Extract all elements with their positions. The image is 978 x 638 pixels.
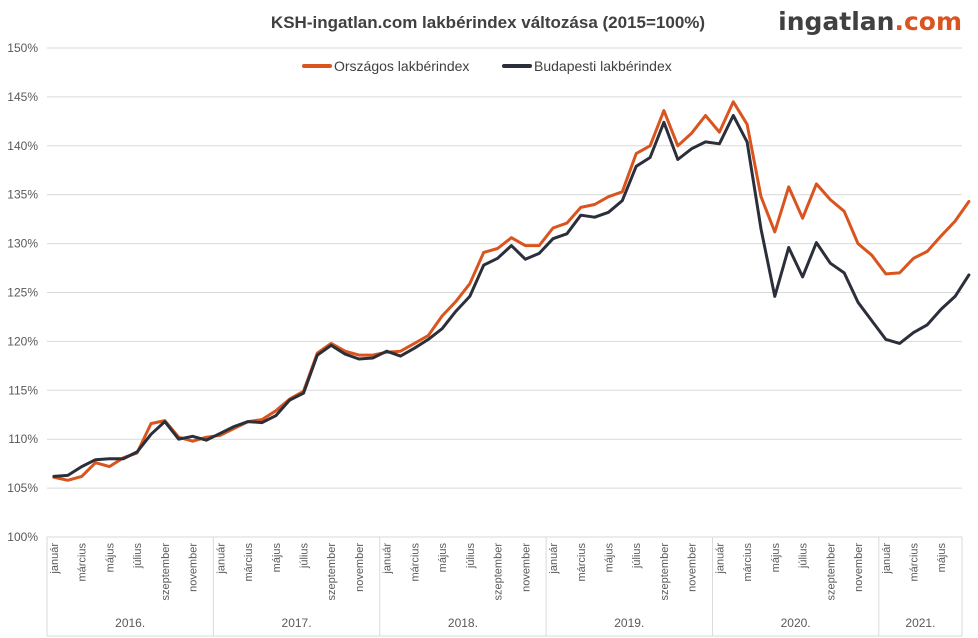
y-tick-label: 125% (7, 286, 38, 300)
x-tick-label: január (548, 543, 560, 575)
x-tick-label: július (298, 543, 310, 570)
x-axis: január március május július szeptember novemb… (46, 537, 963, 637)
legend-label: Országos lakbérindex (334, 58, 469, 74)
x-tick-label: november (520, 543, 532, 592)
x-tick-label: szeptember (493, 543, 505, 601)
y-tick-label: 115% (8, 383, 38, 397)
year-label: 2020. (781, 616, 811, 630)
legend-label: Budapesti lakbérindex (534, 58, 672, 74)
y-tick-label: 145% (7, 90, 38, 104)
x-tick-label: május (271, 543, 283, 573)
x-tick-label: január (382, 543, 394, 575)
x-tick-label: november (188, 543, 200, 592)
x-tick-label: július (631, 543, 643, 570)
x-tick-label: szeptember (659, 543, 671, 601)
x-tick-label: május (104, 543, 116, 573)
brand-logo: ingatlan.com (778, 7, 962, 36)
x-tick-label: március (409, 543, 421, 582)
x-tick-label: január (215, 543, 227, 575)
x-tick-label: május (437, 543, 449, 573)
x-tick-label: május (770, 543, 782, 573)
year-label: 2021. (905, 616, 935, 630)
x-tick-label: március (742, 543, 754, 582)
y-tick-label: 105% (7, 481, 38, 495)
legend: Országos lakbérindex Budapesti lakbérinde… (302, 58, 672, 74)
chart-title: KSH-ingatlan.com lakbérindex változása (… (271, 13, 705, 32)
y-axis: 100% 105% 110% 115% 120% 125% 130% 135% 140% 145%… (7, 41, 38, 544)
x-tick-label: szeptember (160, 543, 172, 601)
y-tick-label: 100% (7, 530, 38, 544)
x-tick-label: január (49, 543, 61, 575)
brand-suffix: .com (894, 7, 962, 36)
x-tick-label: július (132, 543, 144, 570)
year-label: 2017. (282, 616, 312, 630)
y-tick-label: 130% (7, 237, 38, 251)
x-tick-label: július (798, 543, 810, 570)
x-tick-label: szeptember (825, 543, 837, 601)
y-tick-label: 120% (7, 334, 38, 348)
y-tick-label: 110% (8, 432, 38, 446)
series-lines (52, 100, 971, 482)
x-tick-label: november (687, 543, 699, 592)
x-tick-label: január (881, 543, 893, 575)
x-tick-label: november (354, 543, 366, 592)
year-label: 2016. (115, 616, 145, 630)
x-tick-label: november (853, 543, 865, 592)
x-tick-label: május (603, 543, 615, 573)
x-tick-label: március (576, 543, 588, 582)
x-tick-label: március (243, 543, 255, 582)
brand-prefix: ingatlan (778, 7, 894, 36)
y-tick-label: 150% (7, 41, 38, 55)
x-tick-label: július (465, 543, 477, 570)
x-tick-label: szeptember (326, 543, 338, 601)
x-tick-label: január (714, 543, 726, 575)
series-line-orszagos (52, 100, 971, 482)
x-tick-label: március (908, 543, 920, 582)
x-tick-label: május (936, 543, 948, 573)
x-tick-label: március (77, 543, 89, 582)
y-tick-label: 135% (7, 188, 38, 202)
year-label: 2019. (614, 616, 644, 630)
series-line-budapesti (52, 114, 971, 478)
y-tick-label: 140% (7, 139, 38, 153)
year-label: 2018. (448, 616, 478, 630)
